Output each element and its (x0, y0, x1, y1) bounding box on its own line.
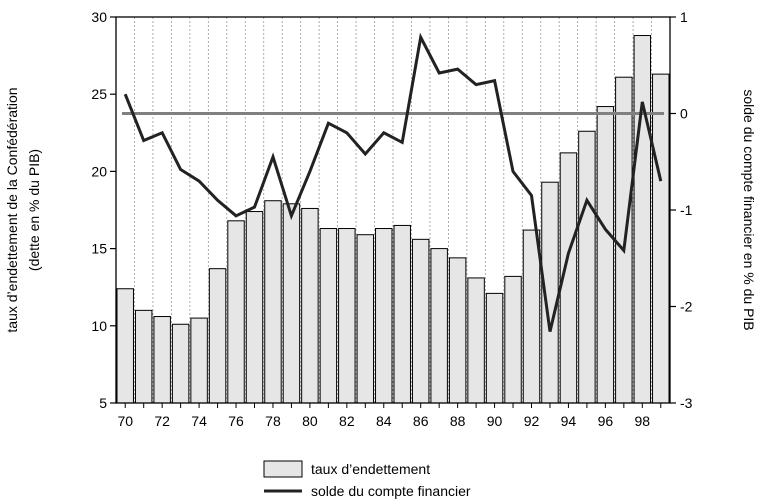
x-axis-tick-label: 70 (117, 413, 133, 429)
x-axis-tick-label: 86 (413, 413, 429, 429)
bar (467, 277, 485, 404)
x-axis-tick-label: 78 (265, 413, 281, 429)
bar (301, 207, 319, 404)
line-layer (123, 32, 663, 332)
bar (338, 228, 356, 404)
series-line (123, 32, 663, 332)
bar (393, 224, 411, 404)
axes-layer: 5 10 15 20 25 30 -3 -2 -1 0 1 70 72 74 76 78 80 82 84 86 88 9… (91, 9, 692, 429)
bar (245, 211, 264, 404)
bars-layer (116, 35, 670, 404)
bar (116, 288, 134, 404)
bar (153, 316, 171, 404)
bar (208, 268, 227, 404)
x-axis-tick-label: 96 (598, 413, 614, 429)
right-axis-tick-label: 1 (680, 9, 688, 25)
x-axis-tick-label: 80 (302, 413, 318, 429)
bar (171, 323, 190, 404)
right-axis-tick-label: -1 (680, 202, 693, 218)
legend: taux d’endettement solde du compte finan… (263, 460, 471, 499)
bar (448, 257, 467, 404)
x-axis-tick-label: 90 (487, 413, 503, 429)
bar (319, 228, 338, 404)
x-axis-tick-label: 94 (561, 413, 577, 429)
bar (190, 317, 208, 404)
right-axis-tick-label: -2 (680, 299, 693, 315)
bar (522, 229, 541, 404)
right-axis-tick-label: 0 (680, 106, 688, 122)
bar (411, 238, 430, 404)
left-axis-tick-label: 25 (91, 86, 107, 102)
x-axis-tick-label: 84 (376, 413, 392, 429)
bar (633, 35, 652, 404)
x-axis-tick-label: 88 (450, 413, 466, 429)
x-axis-tick-label: 72 (154, 413, 170, 429)
bar (652, 73, 670, 404)
legend-line-label: solde du compte financier (311, 483, 471, 499)
legend-bar-swatch (263, 460, 303, 478)
bar (504, 275, 522, 404)
left-axis-tick-label: 5 (99, 395, 107, 411)
left-axis-tick-label: 30 (91, 9, 107, 25)
grid-layer (134, 17, 652, 403)
bar (227, 220, 245, 404)
bar (134, 309, 153, 404)
bar (356, 234, 375, 404)
bar (596, 106, 615, 404)
x-axis-tick-label: 82 (339, 413, 355, 429)
bar (578, 130, 596, 404)
left-axis-label-line2: (dette en % du PIB) (26, 149, 42, 271)
x-axis-tick-label: 74 (191, 413, 207, 429)
bar (430, 248, 448, 404)
left-axis-tick-label: 20 (91, 163, 107, 179)
x-axis-tick-label: 92 (524, 413, 540, 429)
bar (264, 200, 282, 404)
left-axis-label-line1: taux d’endettement de la Confédération (4, 87, 20, 332)
bar (375, 228, 393, 404)
right-axis-label: solde du compte financier en % du PIB (741, 89, 757, 330)
legend-bar-label: taux d’endettement (311, 461, 430, 477)
bar (485, 292, 504, 404)
left-axis-tick-label: 10 (91, 318, 107, 334)
x-axis-tick-label: 76 (228, 413, 244, 429)
right-axis-tick-label: -3 (680, 395, 693, 411)
left-axis-tick-label: 15 (91, 241, 107, 257)
bar (282, 203, 301, 404)
x-axis-tick-label: 98 (635, 413, 651, 429)
